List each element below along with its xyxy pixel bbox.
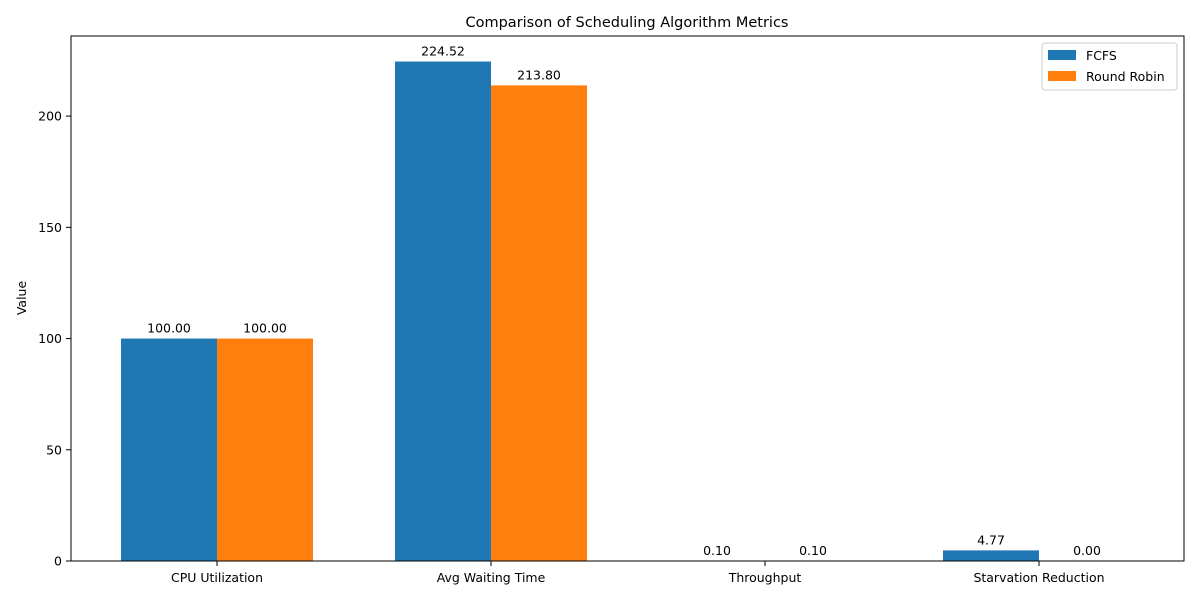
bar-fcfs-3 (943, 550, 1039, 561)
legend-swatch (1048, 50, 1076, 60)
value-label: 0.10 (799, 543, 827, 558)
bar-fcfs-0 (121, 339, 217, 561)
bar-round-robin-0 (217, 339, 313, 561)
value-label: 100.00 (147, 321, 191, 336)
value-label: 224.52 (421, 44, 465, 59)
x-tick-label: CPU Utilization (171, 570, 263, 585)
value-label: 0.10 (703, 543, 731, 558)
x-axis: CPU Utilization Avg Waiting Time Throughpu… (171, 561, 1105, 585)
y-tick-label: 150 (38, 220, 62, 235)
legend-label: FCFS (1086, 48, 1117, 63)
x-tick-label: Avg Waiting Time (437, 570, 546, 585)
bar-round-robin-1 (491, 85, 587, 561)
value-label: 4.77 (977, 532, 1005, 547)
value-label: 213.80 (517, 67, 561, 82)
value-label: 0.00 (1073, 543, 1101, 558)
x-tick-label: Starvation Reduction (973, 570, 1104, 585)
bars-layer (121, 62, 1039, 561)
y-tick-label: 50 (46, 442, 62, 457)
y-tick-label: 200 (38, 109, 62, 124)
legend-label: Round Robin (1086, 69, 1165, 84)
y-tick-label: 0 (54, 554, 62, 569)
x-tick-label: Throughput (728, 570, 802, 585)
chart-title: Comparison of Scheduling Algorithm Metri… (465, 15, 788, 31)
bar-fcfs-1 (395, 62, 491, 561)
value-label: 100.00 (243, 321, 287, 336)
legend: FCFS Round Robin (1042, 43, 1177, 90)
legend-swatch (1048, 71, 1076, 81)
y-axis-label: Value (14, 281, 29, 316)
y-axis: 0 50 100 150 200 (38, 109, 71, 569)
y-tick-label: 100 (38, 331, 62, 346)
